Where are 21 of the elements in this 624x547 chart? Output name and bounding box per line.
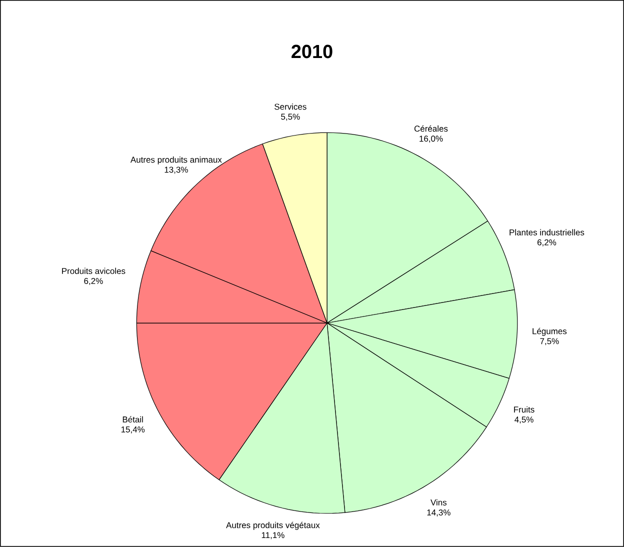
slice-label: Vins (430, 499, 447, 506)
slice-label: Céréales (414, 125, 448, 132)
data-label: 5,5% (281, 114, 300, 121)
slice-label: Bétail (122, 416, 143, 423)
data-label: 6,2% (538, 239, 556, 246)
slice-label: Plantes industrielles (510, 229, 584, 236)
data-label: 15,4% (121, 426, 145, 434)
data-label: 16,0% (420, 136, 443, 143)
slice-label: Légumes (532, 328, 567, 336)
slice-label: Autres produits animaux (130, 156, 222, 164)
data-label: 13,3% (164, 166, 188, 174)
slice-label: Services (274, 104, 306, 110)
slice-label: Produits avicoles (62, 268, 126, 274)
data-label: 11,1% (262, 532, 284, 540)
data-label: 6,2% (84, 278, 103, 286)
slice-label: Autres produits végétaux (226, 522, 320, 530)
slice-label: Fruits (514, 406, 534, 413)
data-label: 4,5% (514, 416, 534, 424)
data-label: 7,5% (540, 338, 559, 346)
data-label: 14,3% (427, 510, 450, 517)
chart-title: 2010 (292, 44, 332, 58)
